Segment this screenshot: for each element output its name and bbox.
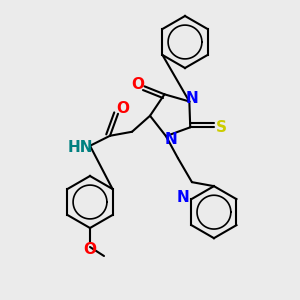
Text: HN: HN [67,140,93,155]
Text: O: O [131,77,144,92]
Text: N: N [186,91,199,106]
Text: O: O [83,242,97,257]
Text: S: S [216,120,227,135]
Text: O: O [116,101,130,116]
Text: N: N [165,132,177,147]
Text: N: N [177,190,190,205]
